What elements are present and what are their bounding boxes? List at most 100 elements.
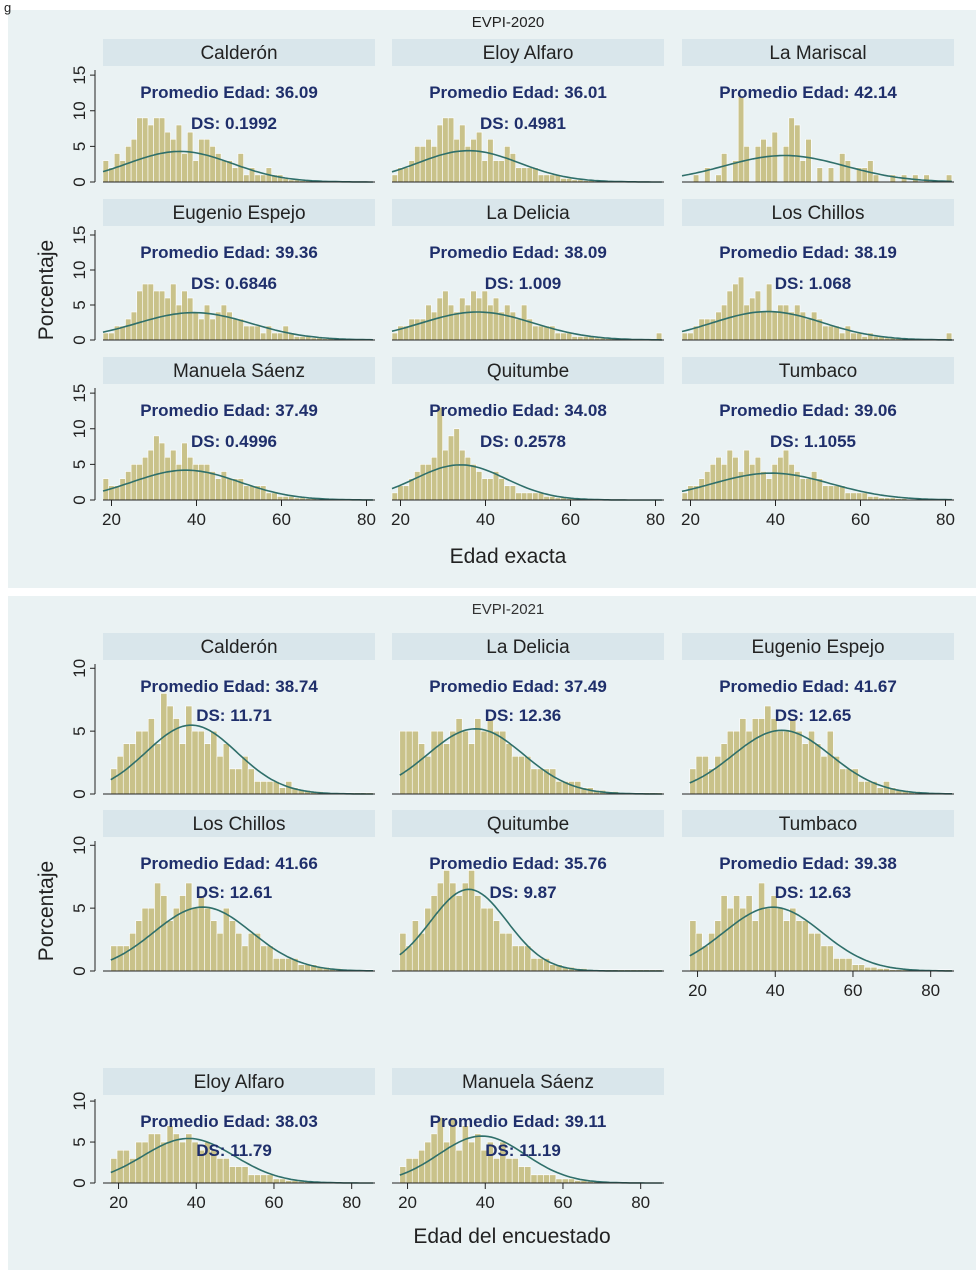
histogram-bar <box>203 304 211 341</box>
histogram-bar <box>243 485 250 501</box>
histogram-bar <box>758 718 766 795</box>
panel-title: Calderón <box>200 637 277 658</box>
histogram-bar <box>402 167 410 183</box>
y-tick-label: 0 <box>70 335 89 344</box>
histogram-bar <box>431 311 438 341</box>
panel-title: La Mariscal <box>769 43 866 64</box>
histogram-bar <box>844 160 851 183</box>
x-tick-label: 60 <box>554 1193 573 1212</box>
histogram-bar <box>470 290 477 341</box>
evpi-2020-panel: La Delicia Promedio Edad: 38.09 DS: 1.009 <box>391 199 664 341</box>
histogram-bar <box>721 304 728 341</box>
histogram-bar <box>476 471 483 501</box>
histogram-bar <box>265 492 272 501</box>
histogram-bar <box>515 492 522 501</box>
histogram-bar <box>820 945 828 972</box>
evpi-2021-x-axis-label: Edad del encuestado <box>413 1225 610 1248</box>
evpi-2020-panel: Eloy Alfaro Promedio Edad: 36.01 DS: 0.498… <box>391 39 664 183</box>
histogram-bar <box>464 304 472 341</box>
histogram-bar <box>524 1166 532 1184</box>
y-tick-label: 0 <box>70 1178 89 1187</box>
histogram-bar <box>166 705 174 795</box>
histogram-bar <box>481 160 488 183</box>
histogram-bar <box>855 492 863 501</box>
histogram-bar <box>582 336 590 341</box>
normal-curve <box>110 906 374 972</box>
mean-annotation: Promedio Edad: 38.74 <box>140 677 318 696</box>
histogram-bar <box>391 332 398 341</box>
histogram-bar <box>720 743 728 795</box>
histogram-bar <box>110 768 118 795</box>
histogram-bar <box>715 174 722 183</box>
histogram-bar <box>530 1174 538 1184</box>
histogram-bar <box>229 768 236 795</box>
normal-curve <box>681 154 952 183</box>
histogram-bar <box>175 124 183 183</box>
histogram-bar <box>116 945 124 972</box>
histogram-bar <box>749 297 756 341</box>
histogram-bar <box>391 492 398 501</box>
y-tick-label: 15 <box>70 384 89 403</box>
histogram-bar <box>493 730 500 795</box>
histogram-bar <box>119 478 126 501</box>
histogram-bar <box>474 1133 482 1184</box>
evpi-2021-panel: Calderón Promedio Edad: 38.74 DS: 11.71 0 5 1… <box>70 633 375 799</box>
histogram-bar <box>405 730 413 795</box>
histogram-bar <box>801 920 809 972</box>
histogram-bar <box>158 117 166 183</box>
x-tick-label: 20 <box>391 510 410 529</box>
histogram-bar <box>777 456 784 501</box>
histogram-bar <box>536 958 544 972</box>
histogram-bar <box>493 920 500 972</box>
histogram-bar <box>220 304 227 341</box>
histogram-bar <box>272 1178 280 1184</box>
histogram-bar <box>739 718 747 795</box>
histogram-bar <box>861 336 868 341</box>
sd-annotation: DS: 12.36 <box>485 706 562 725</box>
normal-curve <box>110 724 374 795</box>
histogram-bar <box>185 882 193 972</box>
histogram-bar <box>136 117 143 183</box>
x-tick-label: 20 <box>398 1193 417 1212</box>
histogram-bar <box>771 131 778 183</box>
evpi-2020-title: EVPI-2020 <box>472 14 545 31</box>
mean-annotation: Promedio Edad: 38.09 <box>429 243 607 262</box>
histogram-bar <box>160 1141 168 1184</box>
histogram-bar <box>515 167 522 183</box>
y-tick-label: 10 <box>70 659 89 678</box>
histogram-bar <box>805 138 812 183</box>
histogram-bar <box>811 471 818 501</box>
histogram-bar <box>431 146 438 183</box>
histogram-bar <box>154 1133 162 1184</box>
x-tick-label: 80 <box>631 1193 650 1212</box>
mean-annotation: Promedio Edad: 37.49 <box>429 677 607 696</box>
x-tick-label: 40 <box>476 1193 495 1212</box>
y-tick-label: 0 <box>70 966 89 975</box>
histogram-bar <box>487 304 494 341</box>
histogram-bar <box>279 1178 286 1184</box>
y-tick-label: 0 <box>70 789 89 798</box>
y-tick-label: 5 <box>70 903 89 912</box>
evpi-2021-title: EVPI-2021 <box>472 601 545 618</box>
histogram-bar <box>733 895 741 972</box>
histogram-bar <box>698 478 705 501</box>
sd-annotation: DS: 0.1992 <box>191 114 277 133</box>
histogram-bar <box>844 492 851 501</box>
sd-annotation: DS: 0.4996 <box>191 432 277 451</box>
histogram-bar <box>754 290 762 341</box>
histogram-bar <box>476 297 483 341</box>
histogram-bar <box>801 743 809 795</box>
histogram-bar <box>822 485 829 501</box>
histogram-bar <box>203 464 211 501</box>
histogram-bar <box>222 907 230 972</box>
histogram-bar <box>279 787 286 795</box>
sd-annotation: DS: 12.65 <box>775 706 852 725</box>
histogram-bar <box>532 492 539 501</box>
y-tick-label: 10 <box>70 836 89 855</box>
mean-annotation: Promedio Edad: 39.06 <box>719 401 897 420</box>
histogram-bar <box>486 718 494 795</box>
histogram-bar <box>549 1174 557 1184</box>
panel-strip <box>103 199 375 226</box>
histogram-bar <box>125 318 132 341</box>
